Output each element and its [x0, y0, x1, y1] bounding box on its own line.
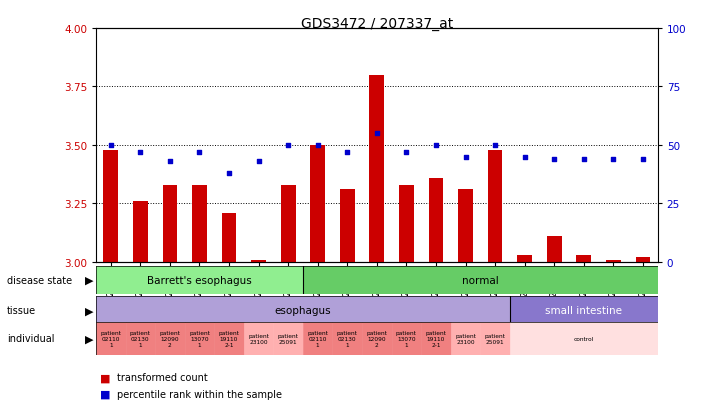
Text: patient
02130
1: patient 02130 1: [130, 330, 151, 347]
Text: esophagus: esophagus: [274, 306, 331, 316]
Bar: [577, 255, 591, 262]
Bar: [392, 323, 421, 355]
Point: [401, 149, 412, 156]
Text: ▶: ▶: [85, 306, 94, 316]
Bar: [96, 297, 510, 325]
Bar: [458, 190, 473, 262]
Text: individual: individual: [7, 334, 55, 344]
Text: patient
19110
2-1: patient 19110 2-1: [218, 330, 240, 347]
Point: [430, 142, 442, 149]
Bar: [370, 76, 384, 262]
Bar: [96, 323, 126, 355]
Text: patient
23100: patient 23100: [248, 333, 269, 344]
Bar: [399, 185, 414, 262]
Text: patient
25091: patient 25091: [485, 333, 506, 344]
Text: patient
25091: patient 25091: [278, 333, 299, 344]
Point: [341, 149, 353, 156]
Bar: [547, 237, 562, 262]
Text: patient
02110
1: patient 02110 1: [307, 330, 328, 347]
Point: [460, 154, 471, 161]
Bar: [214, 323, 244, 355]
Bar: [273, 323, 303, 355]
Bar: [155, 323, 185, 355]
Text: tissue: tissue: [7, 306, 36, 316]
Point: [282, 142, 294, 149]
Text: patient
19110
2-1: patient 19110 2-1: [425, 330, 447, 347]
Bar: [481, 323, 510, 355]
Point: [489, 142, 501, 149]
Bar: [244, 323, 273, 355]
Point: [164, 159, 176, 165]
Bar: [133, 202, 148, 262]
Bar: [510, 323, 658, 355]
Bar: [185, 323, 214, 355]
Bar: [429, 178, 444, 262]
Point: [223, 170, 235, 177]
Bar: [96, 266, 303, 294]
Text: ▶: ▶: [85, 275, 94, 285]
Bar: [310, 145, 325, 262]
Text: normal: normal: [462, 275, 498, 285]
Bar: [192, 185, 207, 262]
Text: transformed count: transformed count: [117, 373, 208, 382]
Text: GDS3472 / 207337_at: GDS3472 / 207337_at: [301, 17, 453, 31]
Text: patient
02110
1: patient 02110 1: [100, 330, 121, 347]
Bar: [488, 150, 503, 262]
Point: [519, 154, 530, 161]
Bar: [303, 323, 333, 355]
Text: patient
13070
1: patient 13070 1: [396, 330, 417, 347]
Text: patient
13070
1: patient 13070 1: [189, 330, 210, 347]
Text: patient
12090
2: patient 12090 2: [366, 330, 387, 347]
Text: patient
02130
1: patient 02130 1: [337, 330, 358, 347]
Bar: [281, 185, 296, 262]
Bar: [451, 323, 481, 355]
Bar: [222, 213, 236, 262]
Bar: [126, 323, 155, 355]
Bar: [103, 150, 118, 262]
Text: patient
23100: patient 23100: [455, 333, 476, 344]
Point: [637, 156, 648, 163]
Bar: [517, 255, 532, 262]
Point: [312, 142, 324, 149]
Text: ▶: ▶: [85, 334, 94, 344]
Point: [608, 156, 619, 163]
Text: percentile rank within the sample: percentile rank within the sample: [117, 389, 282, 399]
Bar: [606, 260, 621, 262]
Text: patient
12090
2: patient 12090 2: [159, 330, 181, 347]
Text: control: control: [574, 336, 594, 341]
Point: [105, 142, 117, 149]
Point: [578, 156, 589, 163]
Text: ■: ■: [100, 389, 110, 399]
Bar: [510, 297, 658, 325]
Text: Barrett's esophagus: Barrett's esophagus: [147, 275, 252, 285]
Bar: [251, 260, 266, 262]
Point: [253, 159, 264, 165]
Bar: [333, 323, 362, 355]
Bar: [636, 258, 651, 262]
Text: disease state: disease state: [7, 275, 73, 285]
Text: small intestine: small intestine: [545, 306, 622, 316]
Bar: [163, 185, 177, 262]
Bar: [340, 190, 355, 262]
Point: [371, 131, 383, 137]
Point: [194, 149, 205, 156]
Bar: [421, 323, 451, 355]
Bar: [362, 323, 392, 355]
Point: [548, 156, 560, 163]
Text: ■: ■: [100, 373, 110, 382]
Bar: [303, 266, 658, 294]
Point: [134, 149, 146, 156]
